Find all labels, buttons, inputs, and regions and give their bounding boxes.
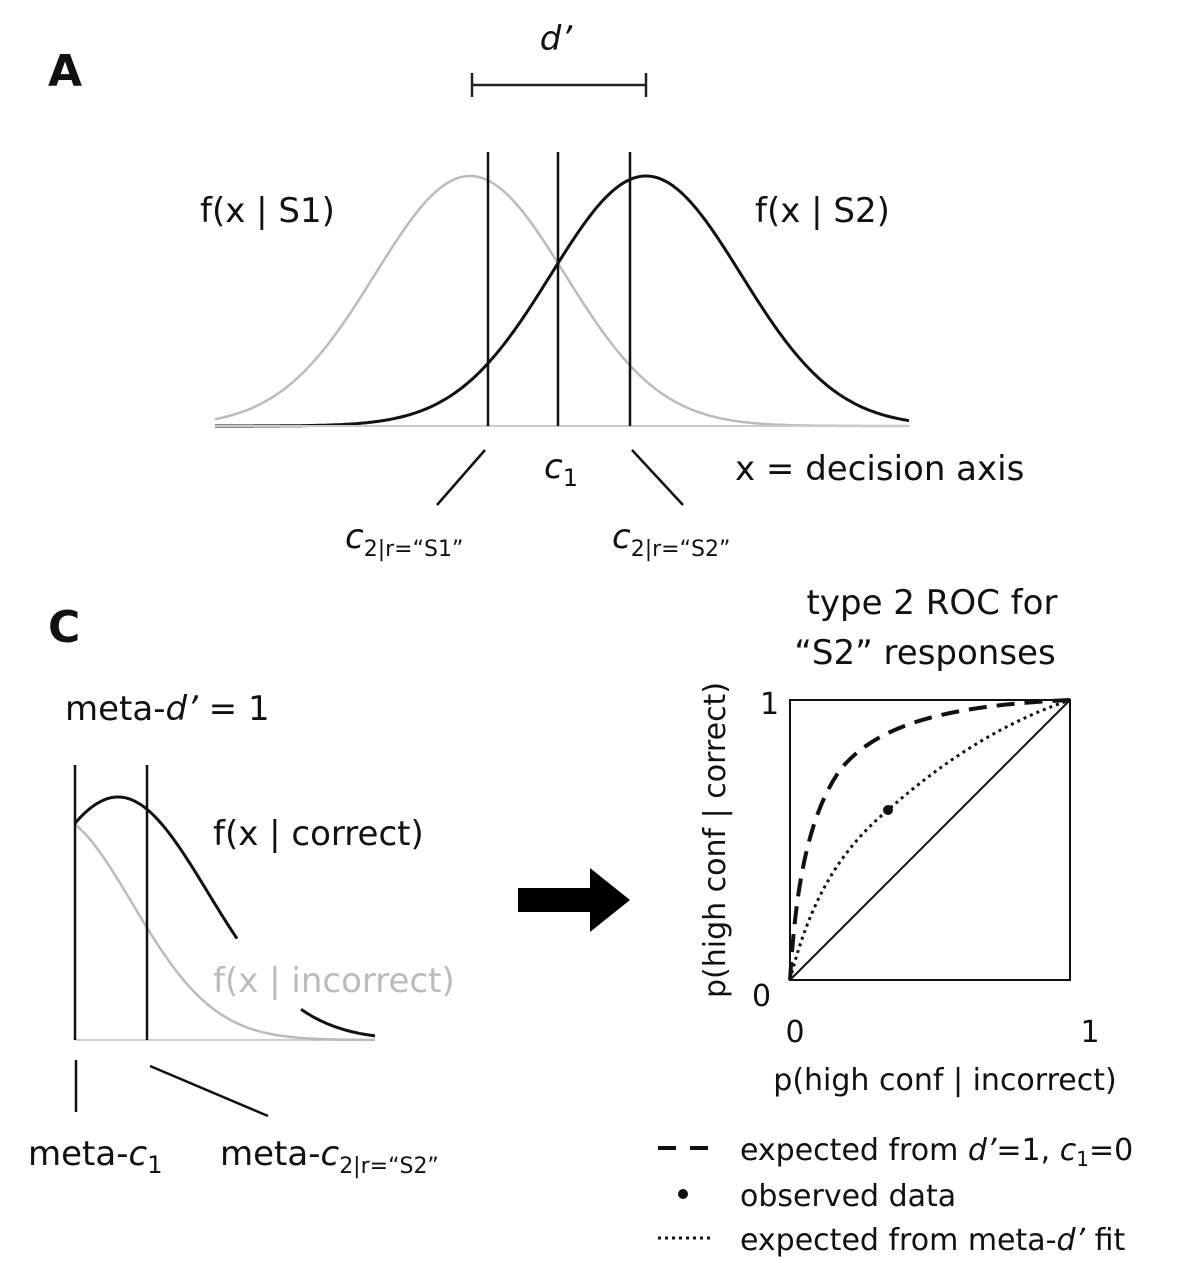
incorrect-curve [74,823,375,1042]
meta-d-label: meta-d’ = 1 [65,689,270,729]
text-part: meta- [28,1134,128,1174]
text-part: c [1060,1133,1077,1168]
y-tick-label: 0 [752,979,771,1014]
x-axis-label: p(high conf | incorrect) [773,1063,1116,1098]
y-axis-label: p(high conf | correct) [698,682,733,998]
text-part: meta- [65,689,165,729]
y-tick-label: 1 [760,687,779,722]
panel-label: C [48,602,80,653]
arrow-head [590,868,630,932]
c2-base: c [612,517,631,557]
text-part: =0 [1089,1133,1133,1168]
c1-sub: 1 [563,464,578,492]
axis-label: x = decision axis [735,449,1024,489]
legend-swatch [678,1189,688,1199]
correct-curve [300,1008,376,1038]
c2-sub: 2|r=“S1” [364,537,464,562]
d-prime-bracket [470,73,648,97]
text-part: c [128,1134,147,1174]
text-sub: 2|r=“S2” [339,1154,439,1179]
c1-base: c [544,447,563,487]
correct-curve [73,795,239,940]
text-part: meta- [220,1134,320,1174]
meta-c2-label: meta-c2|r=“S2” [220,1134,439,1179]
observed-point [883,805,893,815]
s2-label: f(x | S2) [755,191,890,231]
x-tick-label: 0 [785,1015,804,1050]
text-part: expected from meta- [740,1223,1056,1258]
text-part: d’ [968,1133,997,1168]
text-sub: 1 [147,1151,162,1179]
chance-line [789,699,1071,981]
c2-sub: 2|r=“S2” [631,537,731,562]
d-prime-label: d’ [540,19,574,59]
text-part: expected from [740,1133,968,1168]
arrow [518,868,630,932]
expected-curve [788,698,1071,981]
text-part: d’ [1056,1223,1085,1258]
c1-label: c1 [544,447,578,492]
text-part: c [320,1134,339,1174]
meta-criteria [73,765,269,1118]
pointer-line [149,1064,269,1118]
c2-base: c [345,517,364,557]
text-part: = 1 [198,689,270,729]
s1-label: f(x | S1) [200,191,335,231]
arrow-shaft [518,888,592,912]
pointer-line [631,449,684,506]
meta-c1-label: meta-c1 [28,1134,162,1179]
legend-label: expected from d’=1, c1=0 [740,1133,1133,1171]
roc-title: “S2” responses [794,633,1055,673]
criteria [436,152,684,506]
text-part: =1, [996,1133,1059,1168]
roc-box [789,699,1071,981]
text-sub: 1 [1076,1147,1089,1171]
legend-label: observed data [740,1179,956,1214]
text-part: d’ [165,689,199,729]
pointer-line [436,449,486,506]
correct-label: f(x | correct) [213,814,424,854]
x-tick-label: 1 [1080,1015,1099,1050]
panel-label: A [48,46,82,97]
text-part: fit [1085,1223,1125,1258]
c2-s1-label: c2|r=“S1” [345,517,463,562]
c2-s2-label: c2|r=“S2” [612,517,730,562]
roc-title: type 2 ROC for [807,583,1058,623]
incorrect-label: f(x | incorrect) [213,961,455,1001]
legend-label: expected from meta-d’ fit [740,1223,1126,1258]
